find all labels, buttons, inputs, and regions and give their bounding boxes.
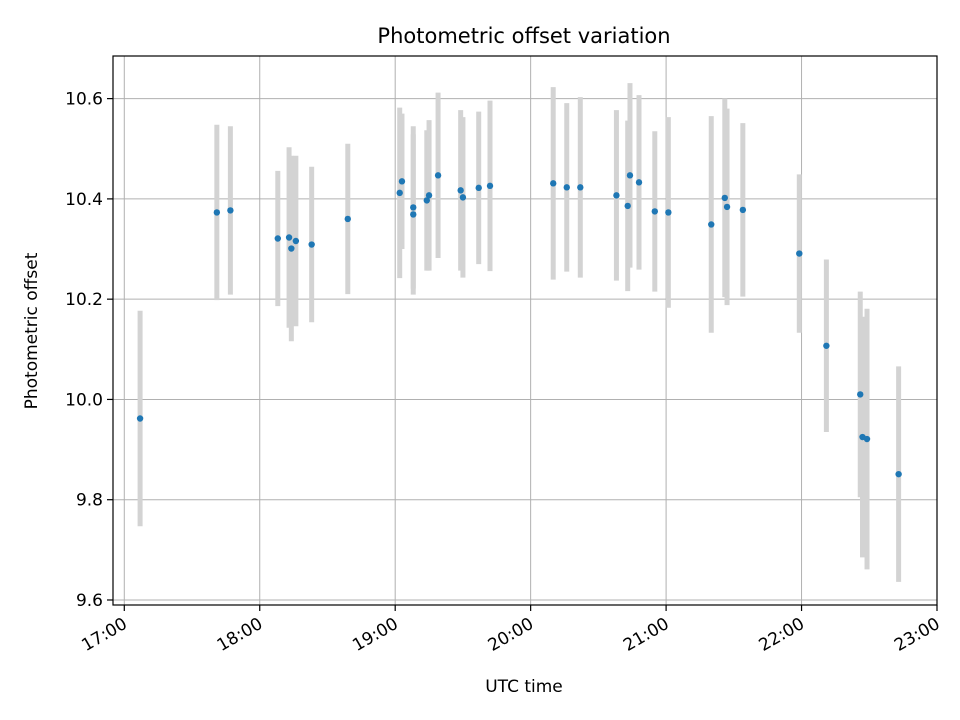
- data-point: [434, 172, 442, 179]
- y-tick-label: 9.8: [76, 491, 103, 511]
- data-point: [285, 234, 293, 241]
- plot-frame: [112, 55, 938, 606]
- data-point: [857, 391, 864, 398]
- data-point: [398, 178, 406, 185]
- data-point: [227, 207, 234, 214]
- data-point: [665, 209, 672, 216]
- y-axis-label: Photometric offset: [22, 252, 42, 409]
- data-point: [550, 180, 557, 187]
- x-axis-label: UTC time: [485, 677, 563, 697]
- data-point: [475, 184, 482, 192]
- data-point: [274, 235, 281, 242]
- data-point: [863, 435, 871, 443]
- data-point: [708, 221, 715, 228]
- data-point: [457, 187, 464, 194]
- data-point: [425, 192, 433, 199]
- data-point: [136, 415, 144, 422]
- data-point: [410, 211, 417, 218]
- data-point: [459, 194, 467, 201]
- y-tick-label: 10.4: [65, 190, 103, 210]
- data-point: [423, 197, 430, 204]
- data-point: [721, 194, 728, 202]
- data-point: [410, 204, 417, 211]
- data-point: [292, 237, 300, 245]
- data-point: [613, 192, 620, 199]
- data-point: [563, 184, 570, 191]
- data-point: [823, 342, 830, 349]
- data-point: [308, 241, 315, 248]
- data-point: [651, 208, 659, 215]
- data-point: [624, 202, 631, 210]
- data-point: [626, 172, 634, 179]
- data-point: [723, 203, 731, 211]
- y-tick-label: 10.6: [65, 90, 103, 110]
- chart-title: Photometric offset variation: [377, 24, 670, 48]
- y-tick-label: 9.6: [76, 591, 103, 611]
- data-point: [213, 209, 221, 216]
- data-point: [344, 215, 351, 223]
- data-point: [396, 189, 403, 197]
- data-point: [486, 182, 494, 190]
- data-point: [635, 179, 643, 186]
- data-point: [739, 206, 747, 214]
- y-tick-label: 10.2: [65, 290, 103, 310]
- data-markers: [136, 172, 902, 478]
- data-point: [796, 250, 803, 257]
- y-tick-label: 10.0: [65, 390, 103, 410]
- data-point: [288, 245, 295, 252]
- data-point: [895, 470, 902, 478]
- data-point: [577, 184, 584, 191]
